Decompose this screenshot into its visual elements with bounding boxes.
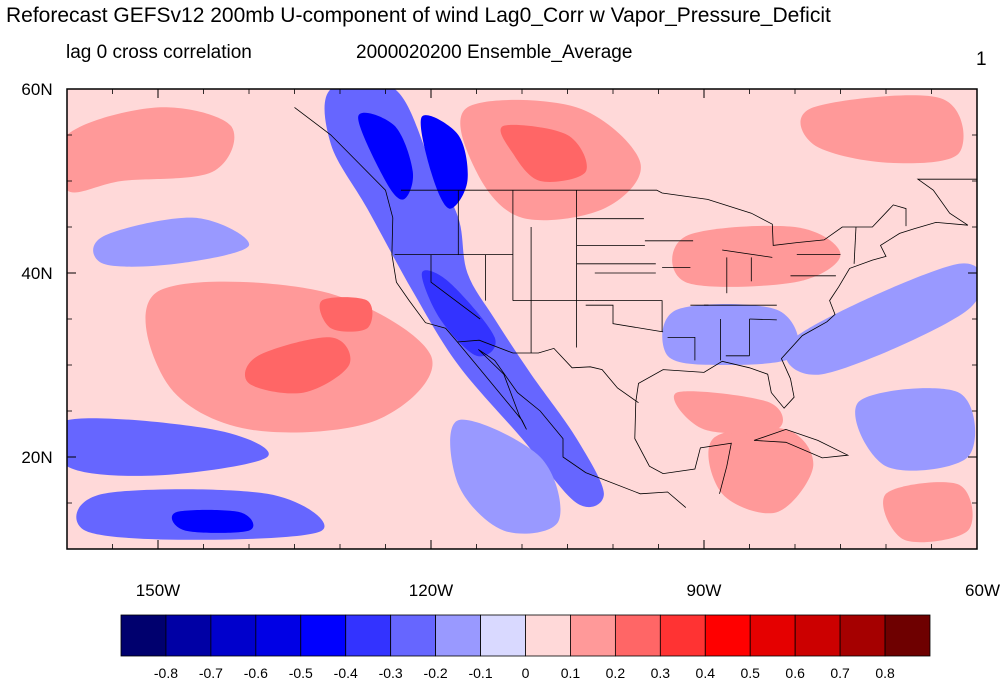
colorbar-box: [525, 614, 571, 657]
colorbar-box: [480, 614, 526, 657]
colorbar-label: -0.7: [199, 665, 223, 681]
colorbar-box: [749, 614, 796, 657]
us-mexico-border: [457, 339, 639, 404]
lon-tick-label: 90W: [687, 581, 722, 600]
colorbar-label: 0: [522, 665, 530, 681]
state-border-23: [722, 249, 773, 258]
atlantic-coastline: [635, 178, 977, 409]
contour-northwest-pacific-positive: [67, 107, 235, 193]
state-border-21: [749, 318, 777, 321]
colorbar-label: 0.5: [740, 665, 760, 681]
colorbar-label: 0.7: [830, 665, 850, 681]
colorbar-box: [345, 614, 392, 657]
us-canada-border: [401, 189, 907, 246]
colorbar-label: 0.6: [785, 665, 805, 681]
contour-south-atlantic-positive: [883, 482, 973, 543]
colorbar-box: [884, 614, 931, 657]
colorbar-label: 0.2: [606, 665, 626, 681]
state-border-28: [853, 226, 857, 264]
colorbar-label: -0.1: [468, 665, 492, 681]
lon-tick-label: 120W: [409, 581, 453, 600]
state-border-2: [430, 254, 481, 320]
contour-northeast-positive: [800, 95, 964, 164]
plot-title: Reforecast GEFSv12 200mb U-component of …: [6, 4, 831, 27]
contour-gulf-positive: [673, 391, 783, 434]
colorbar-label: -0.2: [424, 665, 448, 681]
contour-east-pacific-negative: [450, 419, 561, 534]
colorbar-box: [390, 614, 437, 657]
colorbar-box: [300, 614, 347, 657]
contour-central-pacific-negative: [93, 217, 250, 267]
colorbar-box: [570, 614, 616, 657]
contour-tropical-negative-west: [67, 418, 269, 476]
colorbar-box: [120, 614, 167, 657]
lat-tick-label: 20N: [21, 448, 52, 467]
colorbar-box: [794, 614, 841, 657]
contour-field: [67, 89, 977, 549]
colorbar-label: 0.4: [696, 665, 716, 681]
contour-california-negative: [421, 270, 496, 357]
colorbar-box: [614, 614, 661, 657]
contour-rockies-negative: [420, 115, 468, 209]
colorbar-label: -0.6: [244, 665, 268, 681]
colorbar-box: [165, 614, 212, 657]
state-border-13: [585, 304, 664, 333]
lat-tick-label: 40N: [21, 264, 52, 283]
colorbar-label: -0.5: [289, 665, 313, 681]
contour-pacific-positive-core-2: [319, 297, 373, 332]
contour-tropical-strong-negative: [171, 509, 254, 533]
contour-pacific-positive-core: [244, 337, 351, 394]
coastlines-and-borders: [294, 107, 977, 508]
left-subtitle: lag 0 cross correlation: [66, 42, 252, 63]
colorbar-box: [659, 614, 706, 657]
colorbar: -0.8 -0.7 -0.6 -0.5 -0.4 -0.3 -0.2 -0.1 0 0.1 0.2 0…: [120, 614, 931, 681]
pacific-coastline: [294, 107, 687, 508]
colorbar-label: 0.1: [561, 665, 581, 681]
lon-tick-label: 60W: [965, 581, 1000, 600]
colorbar-label: 0.3: [651, 665, 671, 681]
colorbar-box: [704, 614, 751, 657]
state-border-12: [594, 300, 663, 332]
colorbar-box: [210, 614, 257, 657]
lat-tick-label: 60N: [21, 80, 52, 99]
center-subtitle: 2000020200 Ensemble_Average: [356, 42, 633, 63]
cuba-coastline: [753, 428, 850, 459]
contour-atlantic-negative-wide: [785, 263, 977, 375]
contour-canada-positive-core: [500, 124, 587, 182]
colorbar-label: -0.8: [154, 665, 178, 681]
colorbar-box: [255, 614, 302, 657]
colorbar-box: [435, 614, 481, 657]
map-axes: 60N 40N 20N 150W 120W 90W 60W: [21, 80, 1000, 600]
colorbar-label: 0.8: [875, 665, 895, 681]
colorbar-box: [839, 614, 886, 657]
right-subtitle: 1: [976, 49, 987, 70]
lon-tick-label: 150W: [136, 581, 180, 600]
state-border-17: [667, 337, 696, 361]
contour-great-lakes-positive: [672, 225, 841, 287]
gulf-coastline: [634, 401, 732, 494]
colorbar-label: -0.4: [334, 665, 358, 681]
colorbar-label: -0.3: [379, 665, 403, 681]
contour-coastal-strong-negative: [358, 112, 414, 200]
contour-caribbean-positive: [708, 427, 814, 514]
contour-atlantic-tropical-negative: [855, 388, 976, 471]
